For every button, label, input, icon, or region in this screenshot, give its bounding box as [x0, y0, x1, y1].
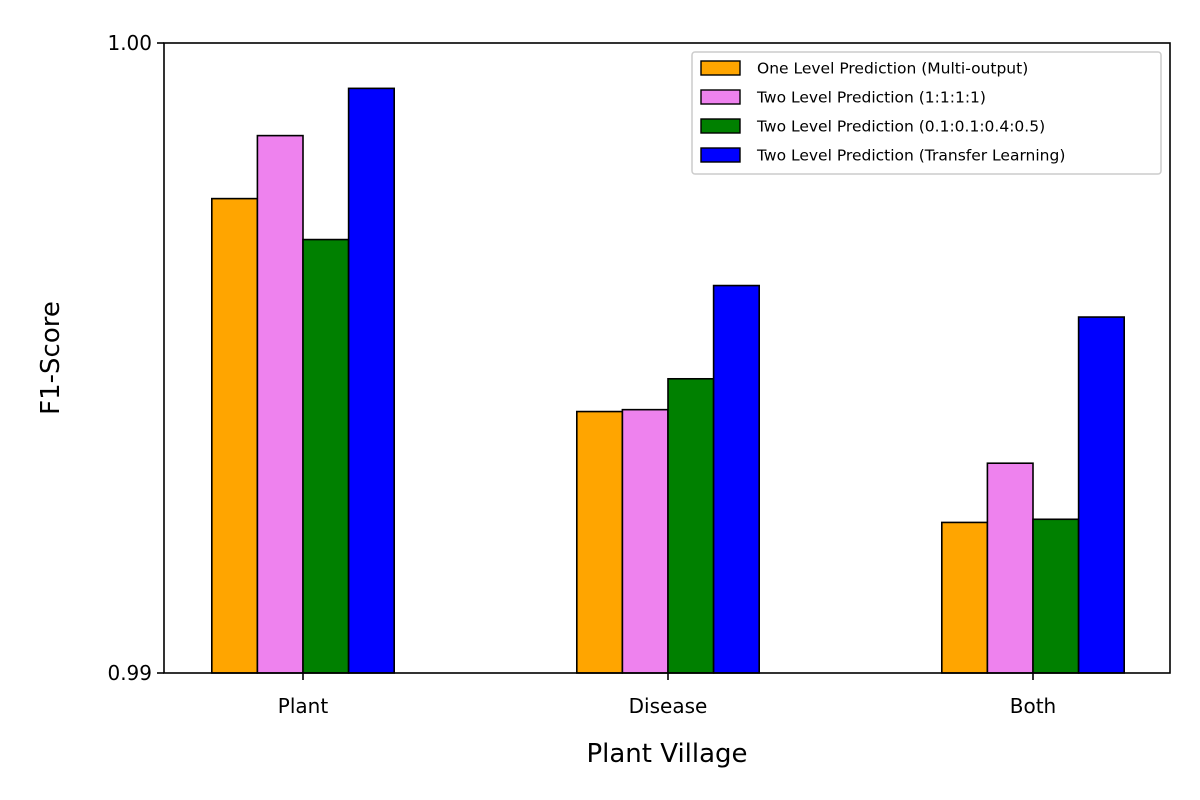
plot-frame	[163, 42, 1171, 674]
x-axis-title: Plant Village	[586, 739, 747, 769]
bar-plant-series-4	[347, 87, 396, 674]
bar-both-series-2	[986, 462, 1034, 674]
legend-label-3: Two Level Prediction (0.1:0.1:0.4:0.5)	[756, 118, 1045, 136]
x-tick-label-plant: Plant	[278, 694, 329, 718]
bar-both-series-4	[1077, 316, 1125, 674]
legend-swatch-4	[700, 147, 741, 163]
y-axis-title: F1-Score	[36, 301, 66, 415]
y-axis-ticks: 0.99 1.00	[107, 31, 164, 685]
legend-box	[691, 51, 1162, 175]
bar-plant-series-2	[256, 134, 304, 674]
x-tick-label-disease: Disease	[629, 694, 708, 718]
bar-both-series-3	[1032, 518, 1080, 674]
y-tick-label: 1.00	[107, 31, 152, 55]
y-tick-label: 0.99	[107, 661, 152, 685]
bar-disease-series-1	[575, 410, 624, 674]
legend-label-2: Two Level Prediction (1:1:1:1)	[756, 89, 986, 107]
bar-plant-series-3	[302, 238, 350, 674]
bar-disease-series-4	[712, 284, 760, 674]
x-tick-label-both: Both	[1010, 694, 1056, 718]
bar-both-series-1	[940, 521, 989, 674]
bar-plant-series-1	[211, 197, 259, 674]
legend-swatch-1	[700, 60, 741, 76]
legend-swatch-3	[700, 118, 741, 134]
legend-swatch-2	[700, 89, 741, 105]
bars-layer	[211, 87, 1125, 674]
legend: One Level Prediction (Multi-output) Two L…	[691, 51, 1162, 175]
legend-label-1: One Level Prediction (Multi-output)	[757, 60, 1028, 78]
bar-disease-series-3	[667, 377, 715, 674]
bar-disease-series-2	[621, 408, 669, 674]
legend-label-4: Two Level Prediction (Transfer Learning)	[756, 147, 1065, 165]
x-axis-ticks: Plant Disease Both	[278, 673, 1056, 718]
